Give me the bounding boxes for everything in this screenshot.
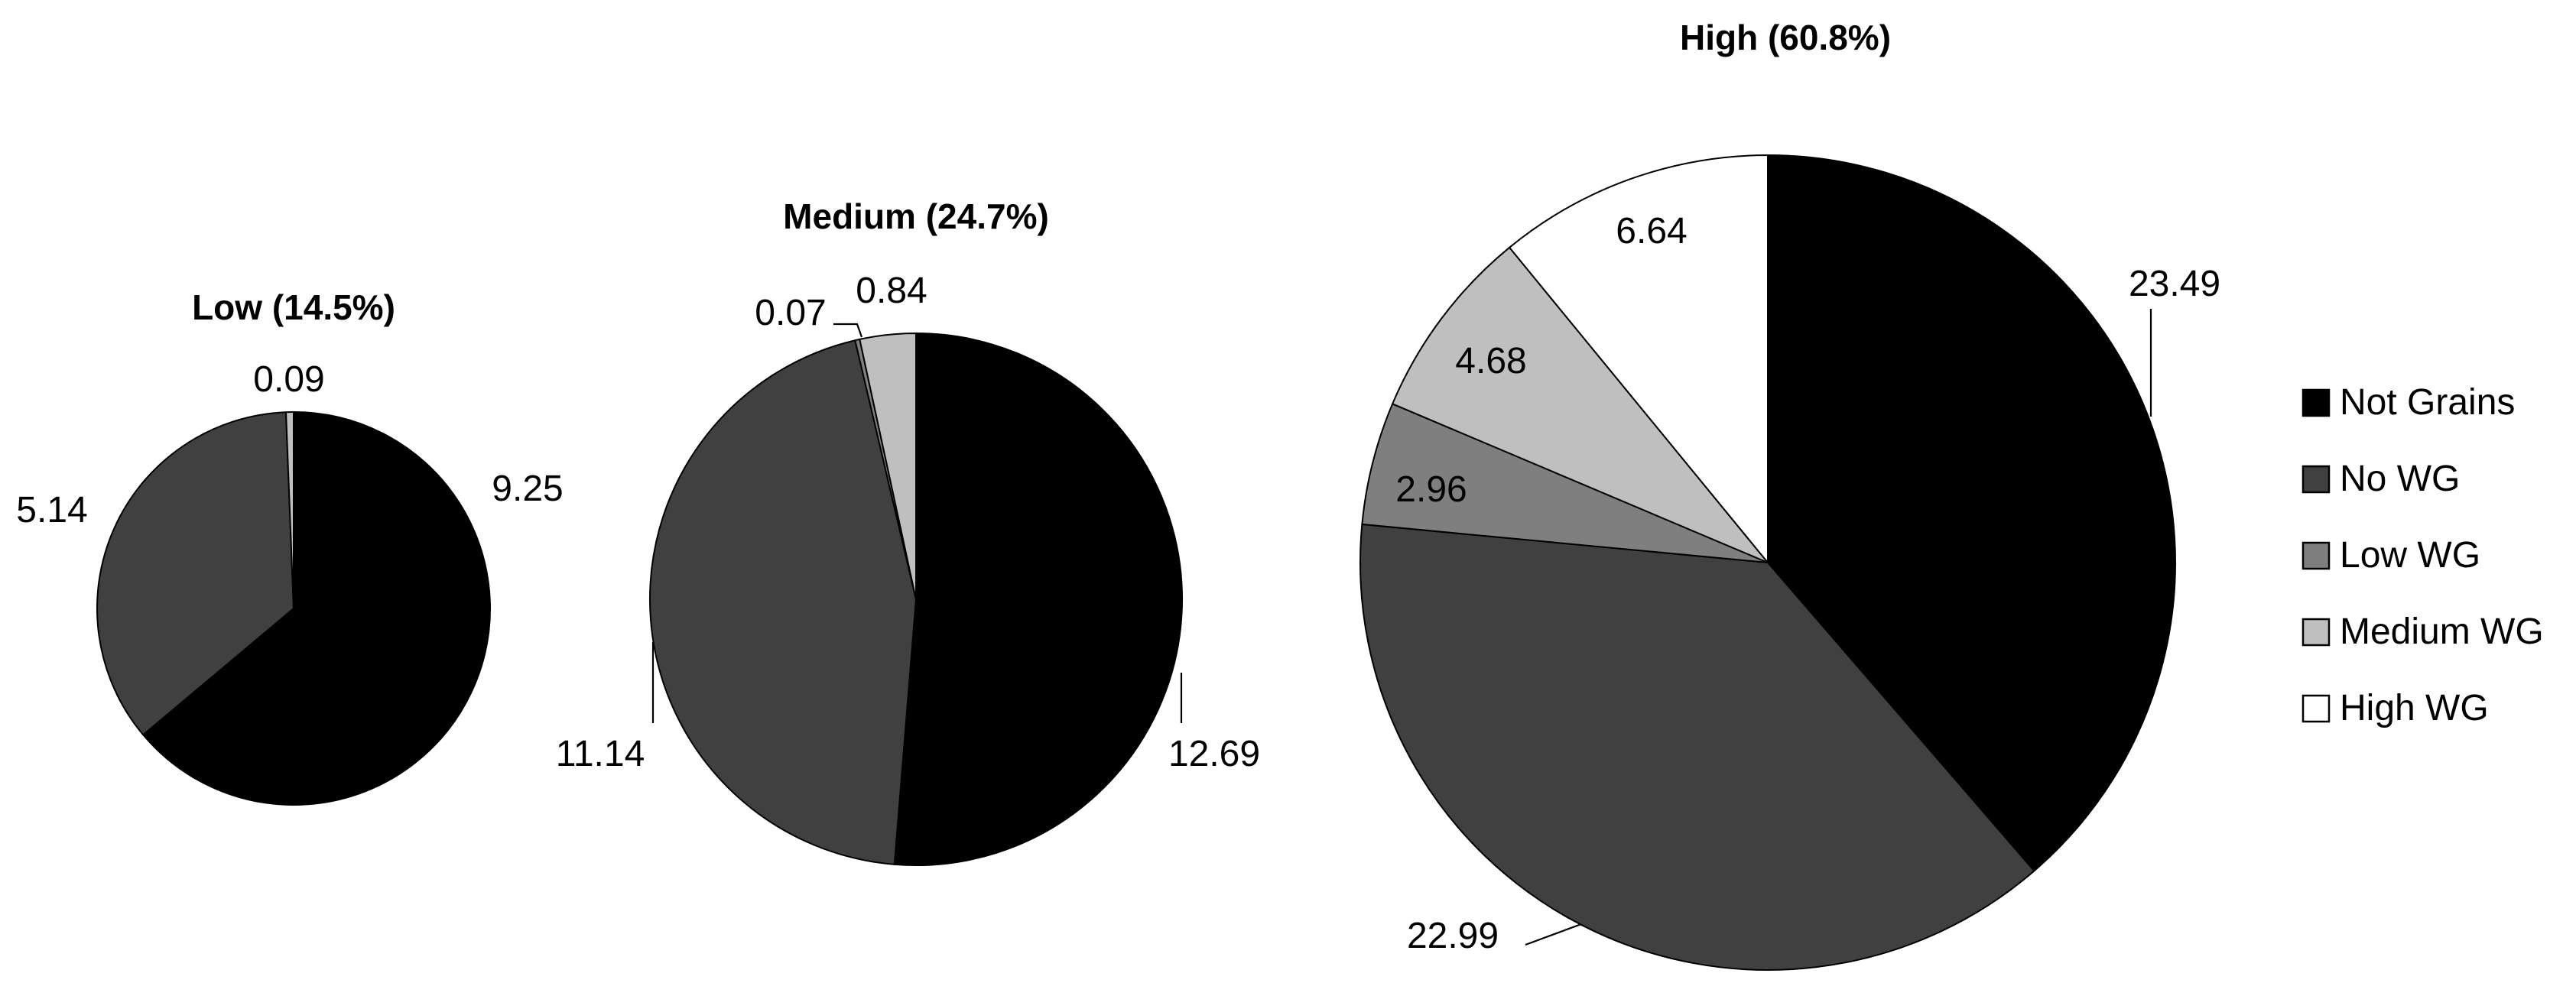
pie-low: 9.25 5.14 0.09 Low (14.5%) <box>16 287 564 806</box>
legend-item-medium-wg: Medium WG <box>2302 612 2544 652</box>
legend-label: Low WG <box>2340 535 2480 576</box>
pie-high: 23.49 22.99 2.96 4.68 6.64 High (60.8%) <box>1359 18 2220 971</box>
legend-swatch <box>2302 541 2331 570</box>
data-label-not-grains: 23.49 <box>2129 264 2220 304</box>
legend-item-high-wg: High WG <box>2302 688 2489 728</box>
pie-charts-group: 9.25 5.14 0.09 Low (14.5%) 12.69 11.14 0.07 0.8… <box>16 18 2220 971</box>
slice-not-grains <box>893 332 1183 866</box>
legend-swatch <box>2302 388 2331 417</box>
slice-medium-wg <box>284 410 294 609</box>
data-label-not-grains: 9.25 <box>492 469 563 509</box>
slice-medium-wg <box>1391 246 1769 563</box>
legend-label: Medium WG <box>2340 612 2544 652</box>
slice-not-grains <box>1767 154 2176 872</box>
data-label-low-wg: 0.07 <box>755 293 826 333</box>
legend-label: No WG <box>2340 459 2460 499</box>
legend-item-no-wg: No WG <box>2302 459 2460 499</box>
pie-title: Medium (24.7%) <box>783 196 1049 236</box>
legend-label: High WG <box>2340 688 2489 728</box>
legend-item-not-grains: Not Grains <box>2302 382 2515 423</box>
data-label-no-wg: 5.14 <box>16 490 87 530</box>
data-label-medium-wg: 0.09 <box>253 359 324 400</box>
leader-line-no-wg <box>1525 923 1582 946</box>
slice-medium-wg <box>859 332 917 600</box>
leader-line-low-wg <box>833 323 863 338</box>
data-label-no-wg: 22.99 <box>1407 916 1499 956</box>
slice-no-wg <box>96 411 295 736</box>
legend-swatch <box>2302 694 2331 723</box>
pie-medium: 12.69 11.14 0.07 0.84 Medium (24.7%) <box>556 196 1260 866</box>
data-label-no-wg: 11.14 <box>556 734 645 774</box>
legend-label: Not Grains <box>2340 382 2515 423</box>
slice-not-grains <box>141 410 491 806</box>
slice-high-wg <box>1508 154 1769 565</box>
legend: Not Grains No WG Low WG Medium WG High WG <box>2302 382 2544 728</box>
data-label-low-wg: 2.96 <box>1395 469 1467 510</box>
pie-title: Low (14.5%) <box>192 287 395 327</box>
data-label-high-wg: 6.64 <box>1616 211 1687 251</box>
data-label-not-grains: 12.69 <box>1168 734 1260 774</box>
slice-low-wg <box>1361 403 1769 563</box>
data-label-medium-wg: 0.84 <box>856 271 927 311</box>
pie-title: High (60.8%) <box>1680 18 1891 57</box>
legend-item-low-wg: Low WG <box>2302 535 2480 576</box>
legend-swatch <box>2302 618 2331 647</box>
slice-no-wg <box>649 339 918 865</box>
data-label-medium-wg: 4.68 <box>1455 341 1526 381</box>
legend-swatch <box>2302 465 2331 494</box>
